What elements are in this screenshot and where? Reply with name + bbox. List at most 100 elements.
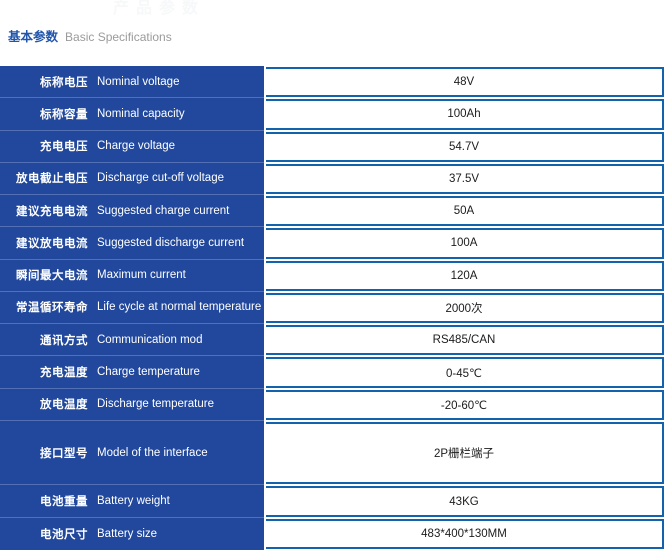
spec-label-cell: 通讯方式 Communication mod	[0, 324, 264, 357]
spec-value-wrap: 48V	[264, 66, 664, 98]
spec-row: 瞬间最大电流 Maximum current 120A	[0, 259, 664, 292]
spec-label-en: Suggested discharge current	[97, 236, 245, 249]
spec-value-wrap: 100A	[264, 227, 664, 259]
spec-value-wrap: 483*400*130MM	[264, 518, 664, 550]
spec-value: 48V	[453, 76, 475, 89]
spec-value-wrap: 0-45℃	[264, 356, 664, 388]
spec-value-cell: 100A	[266, 228, 664, 259]
spec-label-en: Battery weight	[97, 495, 170, 508]
spec-label-en: Charge temperature	[97, 366, 200, 379]
watermark-text: 产品参数	[113, 0, 206, 17]
spec-label-en: Discharge temperature	[97, 398, 214, 411]
spec-value-cell: 48V	[266, 67, 664, 98]
spec-label-cell: 标称电压 Nominal voltage	[0, 66, 264, 99]
spec-row: 建议放电电流 Suggested discharge current 100A	[0, 227, 664, 260]
spec-label-cell: 充电电压 Charge voltage	[0, 130, 264, 163]
spec-value: 50A	[453, 205, 475, 218]
spec-row: 接口型号 Model of the interface 2P栅栏端子	[0, 420, 664, 486]
section-title-en: Basic Specifications	[65, 30, 172, 44]
spec-value-wrap: 37.5V	[264, 163, 664, 195]
spec-row: 标称容量 Nominal capacity 100Ah	[0, 98, 664, 131]
spec-row: 充电温度 Charge temperature 0-45℃	[0, 356, 664, 389]
spec-row: 标称电压 Nominal voltage 48V	[0, 66, 664, 99]
spec-label-cell: 电池尺寸 Battery size	[0, 517, 264, 550]
spec-label-cn: 通讯方式	[40, 334, 88, 347]
spec-value: RS485/CAN	[432, 334, 496, 347]
spec-value-wrap: 2P栅栏端子	[264, 421, 664, 486]
section-title-cn: 基本参数	[8, 30, 59, 44]
spec-label-cn: 电池重量	[40, 496, 88, 509]
spec-row: 电池尺寸 Battery size 483*400*130MM	[0, 517, 664, 550]
spec-label-en: Maximum current	[97, 269, 186, 282]
spec-value: 0-45℃	[446, 367, 482, 380]
spec-value-cell: 100Ah	[266, 99, 664, 130]
spec-label-en: Battery size	[97, 527, 158, 540]
spec-label-cell: 建议充电电流 Suggested charge current	[0, 195, 264, 228]
spec-label-cell: 建议放电电流 Suggested discharge current	[0, 227, 264, 260]
spec-label-en: Life cycle at normal temperature	[97, 301, 262, 314]
spec-row: 建议充电电流 Suggested charge current 50A	[0, 195, 664, 228]
spec-label-en: Model of the interface	[97, 446, 208, 459]
spec-label-en: Communication mod	[97, 333, 203, 346]
spec-table: 标称电压 Nominal voltage 48V 标称容量 Nominal ca…	[0, 66, 664, 550]
spec-label-cn: 放电温度	[40, 399, 88, 412]
spec-value-cell: -20-60℃	[266, 389, 664, 420]
section-header: 基本参数 Basic Specifications	[8, 26, 172, 46]
spec-value-cell: 2000次	[266, 292, 664, 324]
spec-label-cn: 放电截止电压	[16, 173, 88, 186]
spec-value-wrap: 54.7V	[264, 131, 664, 163]
spec-value: 100A	[450, 237, 478, 250]
spec-value: -20-60℃	[440, 399, 488, 412]
spec-value-cell: 483*400*130MM	[266, 518, 664, 549]
spec-label-cn: 标称电压	[40, 76, 88, 89]
spec-row: 通讯方式 Communication mod RS485/CAN	[0, 324, 664, 357]
spec-value-cell: RS485/CAN	[266, 325, 664, 356]
spec-value-cell: 2P栅栏端子	[266, 421, 664, 485]
spec-value: 120A	[450, 269, 478, 282]
spec-row: 电池重量 Battery weight 43KG	[0, 485, 664, 518]
spec-value-wrap: 43KG	[264, 485, 664, 517]
spec-value-cell: 54.7V	[266, 131, 664, 162]
spec-value-cell: 43KG	[266, 486, 664, 517]
spec-label-cn: 接口型号	[40, 447, 88, 460]
spec-value-cell: 37.5V	[266, 163, 664, 195]
spec-label-en: Suggested charge current	[97, 204, 230, 217]
spec-value-wrap: -20-60℃	[264, 389, 664, 421]
spec-value: 43KG	[449, 495, 479, 508]
spec-value: 54.7V	[448, 140, 480, 153]
spec-value-wrap: 2000次	[264, 292, 664, 324]
spec-label-cn: 标称容量	[40, 108, 88, 121]
spec-row: 常温循环寿命 Life cycle at normal temperature …	[0, 291, 664, 325]
spec-label-cn: 建议放电电流	[16, 237, 88, 250]
spec-label-cn: 电池尺寸	[40, 528, 88, 541]
spec-value-wrap: 50A	[264, 195, 664, 227]
spec-value-wrap: RS485/CAN	[264, 324, 664, 356]
spec-label-en: Charge voltage	[97, 140, 175, 153]
spec-label-en: Discharge cut-off voltage	[97, 172, 224, 185]
spec-row: 充电电压 Charge voltage 54.7V	[0, 130, 664, 163]
spec-label-cell: 标称容量 Nominal capacity	[0, 98, 264, 131]
spec-label-cn: 充电温度	[40, 367, 88, 380]
spec-value: 100Ah	[447, 108, 481, 121]
spec-value-cell: 120A	[266, 260, 664, 291]
spec-label-cell: 放电截止电压 Discharge cut-off voltage	[0, 162, 264, 196]
spec-row: 放电截止电压 Discharge cut-off voltage 37.5V	[0, 162, 664, 196]
spec-label-cn: 建议充电电流	[16, 205, 88, 218]
spec-label-cell: 瞬间最大电流 Maximum current	[0, 259, 264, 292]
spec-label-cell: 充电温度 Charge temperature	[0, 356, 264, 389]
spec-value-cell: 0-45℃	[266, 357, 664, 388]
spec-value: 2P栅栏端子	[433, 448, 495, 461]
spec-value-wrap: 100Ah	[264, 98, 664, 130]
spec-value-wrap: 120A	[264, 260, 664, 292]
spec-label-cell: 常温循环寿命 Life cycle at normal temperature	[0, 291, 264, 325]
spec-row: 放电温度 Discharge temperature -20-60℃	[0, 388, 664, 421]
spec-value: 2000次	[445, 302, 483, 315]
spec-label-cell: 放电温度 Discharge temperature	[0, 388, 264, 421]
spec-value-cell: 50A	[266, 196, 664, 227]
spec-value: 37.5V	[448, 172, 480, 185]
spec-label-en: Nominal voltage	[97, 75, 180, 88]
spec-label-cell: 接口型号 Model of the interface	[0, 420, 264, 486]
spec-label-cn: 瞬间最大电流	[16, 270, 88, 283]
spec-label-cell: 电池重量 Battery weight	[0, 485, 264, 518]
